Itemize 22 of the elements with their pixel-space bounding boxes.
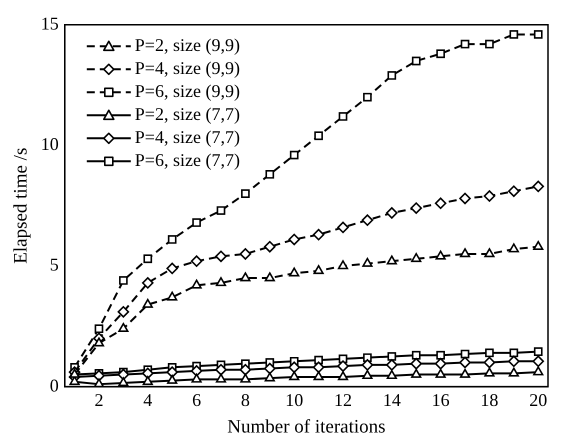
x-tick-label: 16	[432, 390, 450, 410]
x-tick-label: 6	[192, 390, 202, 410]
x-tick-label: 14	[382, 390, 401, 410]
legend-label: P=4, size (7,7)	[134, 127, 240, 148]
legend-label: P=6, size (9,9)	[134, 81, 240, 102]
legend-label: P=2, size (7,7)	[134, 104, 240, 124]
y-axis-title: Elapsed time /s	[10, 148, 32, 264]
legend-label: P=4, size (9,9)	[134, 58, 240, 78]
x-tick-label: 20	[529, 390, 548, 410]
x-tick-label: 4	[143, 390, 152, 410]
x-tick-label: 8	[240, 390, 250, 410]
x-tick-label: 12	[334, 390, 352, 410]
legend-label: P=2, size (9,9)	[134, 35, 240, 56]
x-tick-label: 18	[480, 390, 498, 410]
legend-label: P=6, size (7,7)	[134, 150, 240, 170]
y-tick-label: 15	[40, 14, 59, 34]
x-tick-label: 10	[285, 390, 304, 410]
y-tick-label: 10	[40, 134, 59, 154]
x-axis-title: Number of iterations	[227, 416, 386, 438]
y-tick-label: 0	[50, 375, 59, 396]
x-tick-label: 2	[94, 390, 104, 410]
y-tick-label: 5	[50, 254, 59, 275]
